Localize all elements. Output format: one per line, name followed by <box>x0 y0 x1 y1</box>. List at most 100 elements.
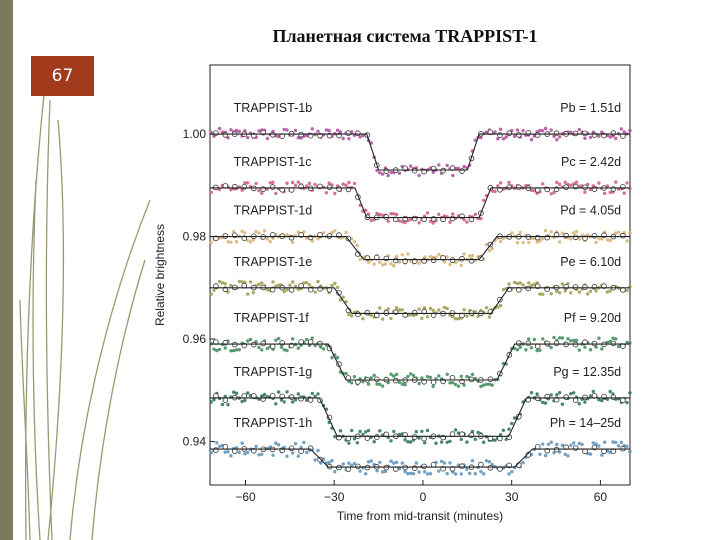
data-point <box>462 164 466 169</box>
data-point <box>462 252 466 256</box>
data-point <box>420 429 424 433</box>
data-point <box>423 470 427 474</box>
data-point <box>254 229 258 234</box>
data-point <box>257 129 261 133</box>
data-point <box>529 138 534 142</box>
data-point <box>296 346 300 350</box>
binned-point <box>421 435 427 442</box>
data-point <box>560 231 565 235</box>
data-point <box>586 292 590 296</box>
data-point <box>611 336 615 340</box>
data-point <box>566 337 570 341</box>
binned-point <box>572 130 579 137</box>
data-point <box>220 130 225 134</box>
data-point <box>487 382 492 386</box>
binned-point <box>241 184 248 190</box>
data-point <box>453 428 458 432</box>
binned-point <box>582 284 588 290</box>
data-point <box>628 231 632 235</box>
series-name-label: TRAPPIST-1d <box>234 204 313 218</box>
data-point <box>383 262 388 266</box>
data-point <box>543 453 548 458</box>
data-point <box>496 184 500 188</box>
data-point <box>414 461 418 465</box>
data-point <box>352 375 357 379</box>
data-point <box>608 289 612 293</box>
data-point <box>358 429 362 434</box>
data-point <box>563 289 567 293</box>
binned-point <box>269 184 276 190</box>
data-point <box>555 393 559 397</box>
data-point <box>330 230 334 235</box>
data-point <box>625 400 629 405</box>
data-point <box>557 240 562 244</box>
data-point <box>234 391 239 395</box>
data-point <box>392 212 396 216</box>
binned-point <box>383 255 390 262</box>
data-point <box>237 450 241 454</box>
data-point <box>543 401 548 405</box>
data-point <box>406 440 410 444</box>
data-point <box>448 439 452 443</box>
data-point <box>347 461 351 465</box>
data-point <box>628 391 632 395</box>
data-point <box>583 190 587 194</box>
binned-point <box>402 215 409 222</box>
data-point <box>507 427 511 431</box>
data-point <box>608 135 612 139</box>
data-point <box>234 128 239 133</box>
data-point <box>282 289 286 294</box>
data-point <box>260 452 264 456</box>
data-point <box>397 171 402 175</box>
data-point <box>569 443 573 448</box>
data-point <box>552 190 556 195</box>
data-point <box>397 219 402 223</box>
data-point <box>628 128 632 133</box>
data-point <box>209 292 213 296</box>
data-point <box>569 392 573 396</box>
data-point <box>442 461 447 465</box>
binned-point <box>411 309 418 316</box>
data-point <box>383 469 388 474</box>
data-point <box>406 374 410 379</box>
data-point <box>572 391 576 395</box>
binned-point <box>355 463 361 470</box>
fit-line-TRAPPIST-1f <box>210 343 630 381</box>
data-point <box>560 282 565 286</box>
data-point <box>417 470 421 474</box>
data-point <box>321 231 326 235</box>
binned-point <box>553 340 560 347</box>
data-point <box>240 399 244 404</box>
data-point <box>282 127 286 132</box>
data-point <box>386 173 390 178</box>
data-point <box>549 292 553 296</box>
data-point <box>616 230 621 235</box>
data-point <box>608 190 612 195</box>
data-point <box>569 183 573 187</box>
data-point <box>285 348 289 353</box>
binned-point <box>430 461 437 468</box>
data-point <box>594 240 598 245</box>
data-point <box>282 348 286 352</box>
data-point <box>378 212 382 217</box>
data-point <box>456 317 461 321</box>
data-point <box>403 220 407 225</box>
data-point <box>262 229 267 233</box>
data-point <box>423 255 427 259</box>
data-point <box>583 136 587 140</box>
data-point <box>378 429 382 433</box>
data-point <box>577 127 581 132</box>
data-point <box>566 454 570 458</box>
data-point <box>333 281 337 286</box>
data-point <box>532 337 536 342</box>
data-point <box>572 338 576 343</box>
data-point <box>425 315 430 319</box>
data-point <box>347 137 351 141</box>
data-point <box>431 308 435 312</box>
data-point <box>428 255 433 259</box>
data-point <box>226 240 230 244</box>
data-point <box>212 398 216 402</box>
data-point <box>411 373 416 378</box>
data-point <box>510 470 514 474</box>
series-period-label: Pe = 6.10d <box>560 255 621 269</box>
